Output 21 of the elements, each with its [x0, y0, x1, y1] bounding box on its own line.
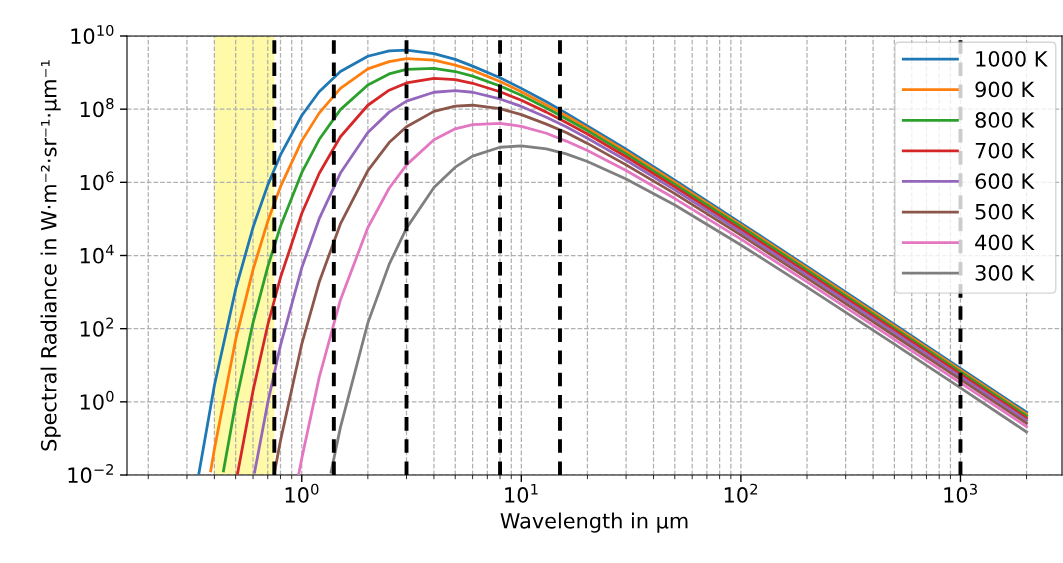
- x-tick-label: 10$^{1}$: [505, 483, 538, 503]
- y-tick-label: 10$^{4}$: [80, 244, 114, 264]
- legend-label: 400 K: [975, 234, 1035, 251]
- x-axis-title: Wavelength in µm: [500, 512, 688, 533]
- y-tick-label: 10$^{10}$: [71, 24, 114, 45]
- y-tick-label: 10$^{0}$: [80, 390, 114, 410]
- legend-label: 600 K: [975, 173, 1035, 190]
- y-tick-label: 10$^{8}$: [80, 98, 114, 118]
- legend-label: 1000 K: [976, 50, 1048, 67]
- x-tick-label: 10$^{3}$: [944, 483, 977, 503]
- legend-label: 300 K: [975, 265, 1035, 281]
- x-tick-label: 10$^{0}$: [285, 483, 319, 503]
- legend-label: 800 K: [975, 112, 1035, 128]
- x-tick-label: 10$^{2}$: [724, 483, 758, 503]
- y-axis-title: Spectral Radiance in W·m⁻²·sr⁻¹·µm⁻¹: [40, 60, 61, 451]
- y-tick-label: 10$^{−2}$: [68, 463, 113, 484]
- legend-label: 700 K: [975, 142, 1035, 159]
- y-tick-label: 10$^{6}$: [80, 171, 114, 191]
- y-tick-label: 10$^{2}$: [80, 317, 114, 337]
- legend-label: 900 K: [975, 81, 1035, 98]
- legend-label: 500 K: [975, 203, 1035, 220]
